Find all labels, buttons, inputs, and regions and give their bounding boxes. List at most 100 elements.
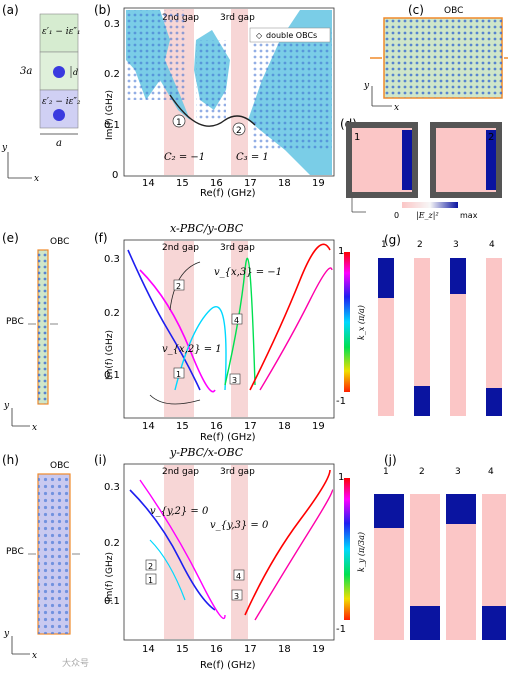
cb-bot-i: -1 — [336, 624, 346, 635]
marker-1: 1 — [176, 118, 182, 128]
xtick: 19 — [312, 178, 325, 189]
panel-e-letter: (e) — [2, 231, 19, 245]
band-curve — [129, 489, 216, 611]
cb-top-f: 1 — [338, 246, 344, 257]
marker-box — [173, 367, 185, 379]
obc-label-h: OBC — [50, 461, 69, 471]
strip-j-3: 3 — [446, 467, 476, 640]
panel-b: (b) 2nd gap 3rd gap ◇ double OBCs 1 2 C₂… — [94, 3, 335, 199]
xtick: 15 — [176, 178, 189, 189]
chern-2: C₂ = −1 — [164, 152, 205, 163]
strip-edge — [486, 388, 502, 416]
plot-frame-i — [123, 463, 335, 641]
obc-points-left — [126, 10, 186, 100]
gap-band-3 — [231, 9, 248, 175]
markers-f: 2 1 3 4 — [173, 279, 243, 385]
panel-c: (c) OBC y x — [363, 3, 508, 113]
strip-j-2: 2 — [410, 467, 440, 640]
strip-g-4: 4 — [486, 240, 502, 416]
cell-top — [39, 13, 79, 53]
xticks-b: 14 15 16 17 18 19 — [142, 178, 325, 189]
rod-bottom — [53, 109, 65, 121]
panel-i-letter: (i) — [94, 453, 107, 467]
rod-top — [53, 66, 65, 78]
yticks-b: 0 0.1 0.2 0.3 — [104, 19, 120, 181]
xticks-i: 14 15 16 17 18 19 — [142, 644, 325, 655]
ytick: 0.1 — [104, 596, 120, 607]
xlabel-b: Re(f) (GHz) — [200, 188, 256, 199]
colorbar-i — [344, 478, 350, 620]
xtick: 15 — [176, 421, 189, 432]
panel-h-letter: (h) — [2, 453, 19, 467]
marker-2-i: 2 — [148, 562, 153, 571]
cb-bot-f: -1 — [336, 396, 346, 407]
ytick: 0.2 — [104, 69, 120, 80]
marker-3-i: 3 — [234, 592, 239, 601]
winding-v3: v_{x,3} = −1 — [214, 267, 282, 278]
xtick: 16 — [210, 644, 223, 655]
marker-box — [173, 279, 185, 291]
pbc-label-h: PBC — [6, 547, 24, 557]
field-map-2-edge — [486, 130, 496, 190]
strip-e-rods — [38, 250, 48, 404]
panel-c-letter: (c) — [408, 3, 424, 17]
yticks-i: 0.1 0.2 0.3 — [104, 482, 120, 607]
axis-y-label: y — [1, 143, 8, 153]
band-curve — [149, 539, 186, 601]
panel-g-letter: (g) — [384, 233, 401, 247]
panel-j-letter: (j) — [384, 453, 397, 467]
marker-4-f: 4 — [234, 316, 239, 325]
winding-arrow — [149, 394, 201, 405]
band-curve — [254, 489, 334, 621]
band-curve — [174, 305, 227, 391]
colorbar-f — [344, 252, 350, 392]
ylabel-b: Im(f) (GHz) — [105, 90, 115, 140]
legend-box — [249, 27, 331, 43]
marker-2: 2 — [236, 126, 242, 136]
band-curve — [139, 479, 226, 620]
panel-f: (f) x-PBC/y-OBC 2nd gap 3rd gap v_{x,3} … — [94, 222, 366, 443]
strip-marker-4-j: 4 — [488, 467, 494, 477]
xlabel-i: Re(f) (GHz) — [200, 660, 256, 671]
winding-arrow — [169, 261, 201, 311]
cb-label-d: |E_z|² — [416, 211, 439, 220]
plot-frame-f — [123, 239, 335, 419]
axis-x-label-e: x — [32, 423, 37, 433]
xtick: 15 — [176, 644, 189, 655]
xtick: 18 — [278, 178, 291, 189]
marker-circle-2 — [232, 122, 246, 136]
gap-band-2-i — [164, 465, 194, 639]
marker-1-i: 1 — [148, 576, 153, 585]
panel-a-letter: (a) — [2, 3, 19, 17]
edge-state-curve — [169, 94, 256, 127]
eps2-label: ε′₂ − iε″₂ — [42, 97, 81, 107]
ytick: 0.2 — [104, 538, 120, 549]
xtick: 17 — [244, 178, 257, 189]
marker-box — [231, 313, 243, 325]
yticks-f: 0.1 0.2 0.3 — [104, 254, 120, 381]
chern-3: C₃ = 1 — [236, 152, 269, 163]
xtick: 14 — [142, 421, 155, 432]
marker-circle-1 — [172, 114, 186, 128]
winding-v2-i: v_{y,2} = 0 — [150, 506, 209, 517]
height-label: 3a — [20, 66, 32, 77]
xtick: 14 — [142, 644, 155, 655]
strip-j-1: 1 — [374, 467, 404, 640]
panel-f-letter: (f) — [94, 231, 108, 245]
xtick: 14 — [142, 178, 155, 189]
strip-g-2: 2 — [414, 240, 430, 416]
winding-v3-i: v_{y,3} = 0 — [210, 520, 269, 531]
gap3-label-i: 3rd gap — [220, 467, 255, 477]
panel-e: (e) OBC PBC y x — [2, 231, 69, 433]
strip-marker-1-j: 1 — [383, 467, 389, 477]
strip-edge — [410, 606, 440, 640]
obc-label: OBC — [444, 6, 463, 16]
axis-x-label-c: x — [394, 103, 399, 113]
winding-v2: v_{x,2} = 1 — [162, 344, 222, 355]
ytick: 0.1 — [104, 370, 120, 381]
strip-marker-4: 4 — [489, 240, 495, 250]
strip-edge — [446, 494, 476, 524]
strip-edge — [374, 494, 404, 528]
band-curve — [244, 469, 331, 616]
panel-h: (h) OBC PBC y x — [2, 453, 80, 661]
